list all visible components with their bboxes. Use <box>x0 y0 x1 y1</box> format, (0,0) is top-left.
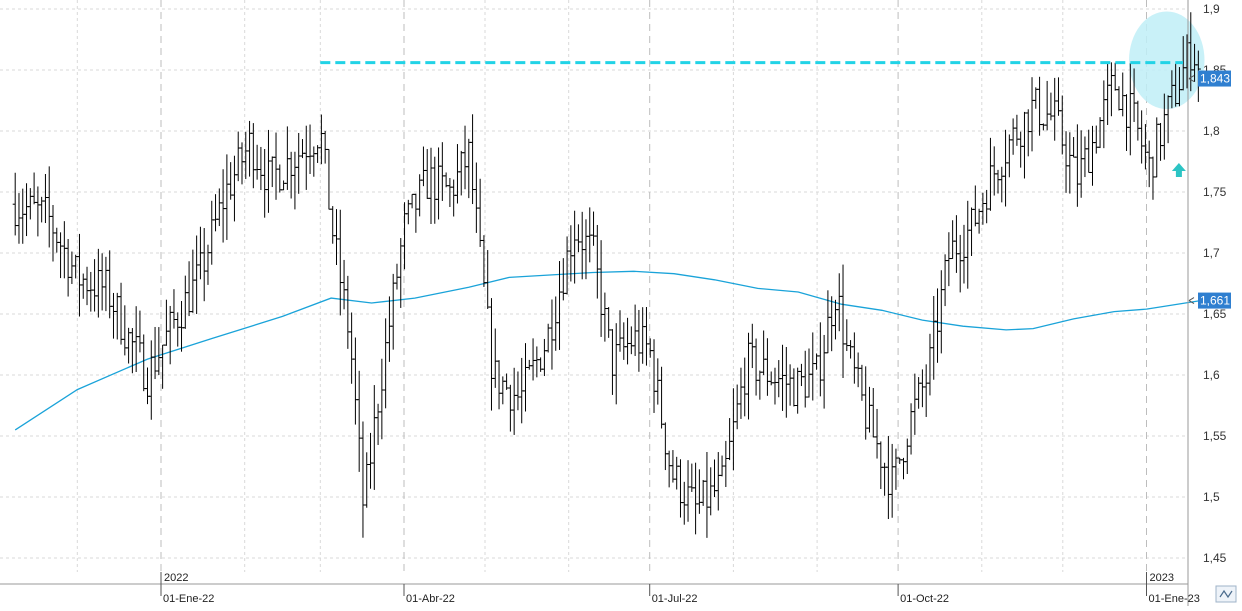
last-price-tag-pointer <box>1188 75 1195 82</box>
y-tick-label: 1,9 <box>1203 2 1220 16</box>
y-tick-label: 1,8 <box>1203 124 1220 138</box>
year-label: 2022 <box>164 572 188 584</box>
x-tick-label: 01-Ene-23 <box>1149 593 1200 605</box>
moving-average-tag-label: 1,661 <box>1200 294 1230 308</box>
y-tick-label: 1,65 <box>1203 307 1227 321</box>
collapse-axis-button[interactable] <box>1215 585 1237 603</box>
x-tick-label: 01-Abr-22 <box>406 593 455 605</box>
grid <box>0 0 1188 572</box>
moving-average-line <box>14 270 1201 431</box>
moving-average-series <box>14 270 1201 431</box>
y-tick-label: 1,6 <box>1203 368 1220 382</box>
x-tick-label: 01-Jul-22 <box>652 593 698 605</box>
last-price-tag-label: 1,843 <box>1200 72 1230 86</box>
highlight-ellipse <box>1129 11 1205 110</box>
y-tick-label: 1,55 <box>1203 429 1227 443</box>
signal-arrow <box>1171 163 1186 178</box>
moving-average-tag-pointer <box>1188 297 1195 305</box>
collapse-axis-icon <box>1219 589 1233 599</box>
y-tick-label: 1,45 <box>1203 551 1227 565</box>
y-tick-label: 1,75 <box>1203 185 1227 199</box>
x-tick-label: 01-Ene-22 <box>163 593 214 605</box>
last-price-tag-bg <box>1198 70 1231 87</box>
year-label: 2023 <box>1150 572 1174 584</box>
y-tick-label: 1,5 <box>1203 490 1220 504</box>
up-arrow-icon <box>1171 163 1186 178</box>
x-tick-label: 01-Oct-22 <box>900 593 949 605</box>
y-tick-label: 1,7 <box>1203 246 1220 260</box>
moving-average-tag-bg <box>1198 292 1231 309</box>
price-tags: 1,843 1,661 <box>1188 70 1231 309</box>
highlight-region <box>1129 11 1205 110</box>
price-bars <box>12 12 1201 538</box>
